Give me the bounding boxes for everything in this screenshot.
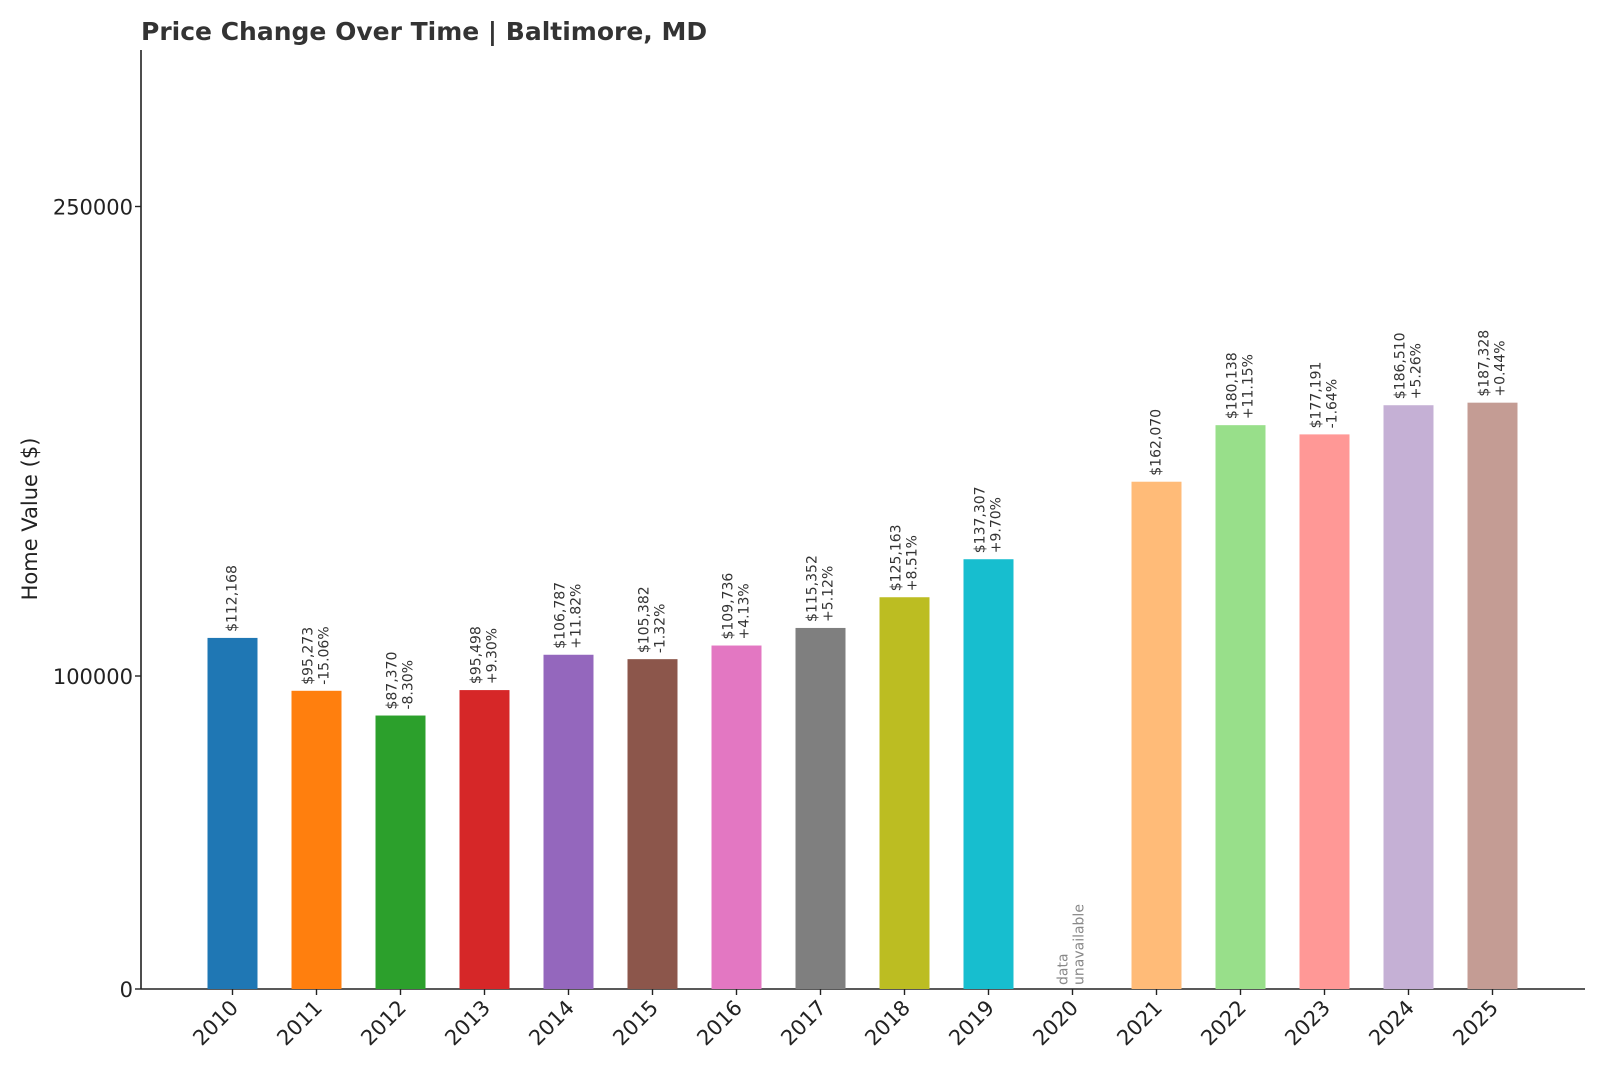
value-label: $125,163 [889, 524, 905, 591]
x-tick-label: 2021 [1112, 996, 1167, 1051]
change-label: +5.12% [821, 566, 837, 622]
value-label: $177,191 [1309, 362, 1325, 429]
x-tick-label: 2014 [524, 996, 579, 1051]
y-tick-label: 250000 [53, 196, 133, 220]
bar-2016 [711, 645, 762, 989]
bar-2011 [291, 690, 342, 989]
missing-data-label: data [1056, 953, 1072, 985]
x-tick-label: 2023 [1280, 996, 1335, 1051]
x-tick-label: 2013 [440, 996, 495, 1051]
bar-2017 [795, 627, 846, 989]
y-tick-label: 100000 [53, 665, 133, 689]
bar-2015 [627, 659, 678, 989]
x-tick-label: 2010 [188, 996, 243, 1051]
value-label: $87,370 [385, 652, 401, 710]
change-label: +8.51% [905, 535, 921, 591]
missing-data-label: unavailable [1072, 904, 1088, 985]
change-label: -1.32% [653, 604, 669, 654]
bar-2021 [1131, 481, 1182, 989]
value-label: $115,352 [805, 555, 821, 622]
value-label: $95,273 [301, 627, 317, 685]
x-tick-label: 2011 [272, 996, 327, 1051]
bar-2022 [1215, 425, 1266, 989]
x-tick-label: 2024 [1364, 996, 1419, 1051]
value-label: $186,510 [1393, 332, 1409, 399]
value-label: $180,138 [1225, 352, 1241, 419]
change-label: +11.82% [569, 584, 585, 649]
change-label: +9.70% [989, 497, 1005, 553]
value-label: $109,736 [721, 573, 737, 640]
bar-2024 [1383, 405, 1434, 989]
y-axis-label: Home Value ($) [18, 438, 42, 601]
value-label: $95,498 [469, 626, 485, 684]
value-label: $112,168 [225, 565, 241, 632]
y-tick-label: 0 [120, 978, 133, 1002]
change-label: +9.30% [485, 628, 501, 684]
value-label: $137,307 [973, 486, 989, 553]
change-label: -1.64% [1325, 379, 1341, 429]
change-label: -15.06% [317, 626, 333, 684]
x-tick-label: 2017 [776, 996, 831, 1051]
value-label: $162,070 [1149, 409, 1165, 476]
bar-2019 [963, 559, 1014, 989]
change-label: +5.26% [1409, 343, 1425, 399]
x-tick-label: 2015 [608, 996, 663, 1051]
x-tick-label: 2018 [860, 996, 915, 1051]
x-tick-label: 2012 [356, 996, 411, 1051]
change-label: +11.15% [1241, 354, 1257, 419]
x-tick-label: 2022 [1196, 996, 1251, 1051]
change-label: +4.13% [737, 583, 753, 639]
x-tick-label: 2019 [944, 996, 999, 1051]
value-label: $106,787 [553, 582, 569, 649]
x-tick-label: 2016 [692, 996, 747, 1051]
bar-2023 [1299, 434, 1350, 989]
chart-title: Price Change Over Time | Baltimore, MD [141, 17, 707, 46]
bar-2014 [543, 654, 594, 989]
value-label: $187,328 [1477, 330, 1493, 397]
x-tick-label: 2020 [1028, 996, 1083, 1051]
change-label: -8.30% [401, 660, 417, 710]
bar-2018 [879, 597, 930, 989]
change-label: +0.44% [1493, 340, 1509, 396]
plot-area: 0 100000 250000 2010 $112,168 2011 $95,273 -15.… [53, 50, 1585, 1050]
bar-2012 [375, 715, 426, 989]
x-tick-label: 2025 [1448, 996, 1503, 1051]
bar-2010 [207, 637, 258, 989]
bar-2013 [459, 690, 510, 989]
value-label: $105,382 [637, 586, 653, 653]
bar-2025 [1467, 402, 1518, 990]
